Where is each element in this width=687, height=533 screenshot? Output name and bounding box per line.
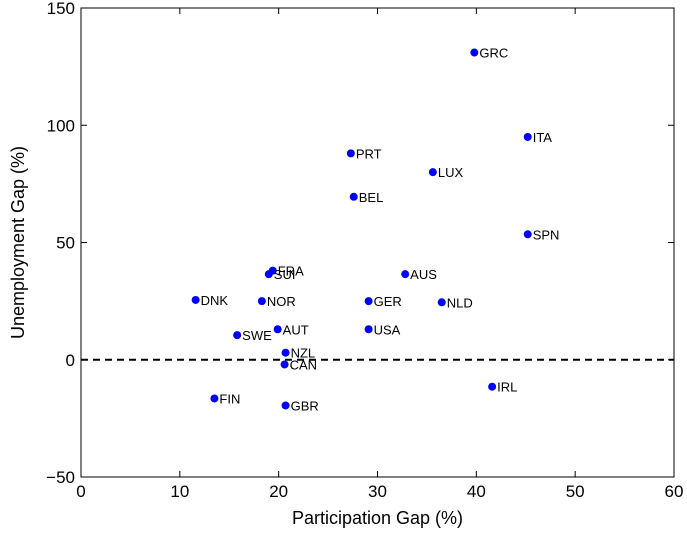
point-label-fin: FIN xyxy=(219,391,240,406)
point-bel xyxy=(349,192,358,201)
point-grc xyxy=(470,48,479,57)
y-tick-label: −50 xyxy=(46,468,75,487)
y-tick-label: 150 xyxy=(47,0,75,18)
point-prt xyxy=(346,149,355,158)
point-nzl xyxy=(281,348,290,357)
x-tick-label: 60 xyxy=(665,482,684,501)
point-label-gbr: GBR xyxy=(291,398,319,413)
point-fin xyxy=(210,394,219,403)
point-label-nor: NOR xyxy=(267,294,296,309)
point-label-nzl: NZL xyxy=(291,346,316,361)
point-nor xyxy=(257,297,266,306)
point-label-fra: FRA xyxy=(278,264,304,279)
point-label-lux: LUX xyxy=(438,165,464,180)
point-nld xyxy=(437,298,446,307)
point-swe xyxy=(233,331,242,340)
point-label-aut: AUT xyxy=(283,322,309,337)
point-dnk xyxy=(191,295,200,304)
point-ita xyxy=(523,132,532,141)
point-label-dnk: DNK xyxy=(201,293,229,308)
point-label-usa: USA xyxy=(374,322,401,337)
x-tick-label: 30 xyxy=(368,482,387,501)
x-tick-label: 50 xyxy=(566,482,585,501)
x-axis: 0 10 20 30 40 50 60 xyxy=(76,8,683,501)
point-label-prt: PRT xyxy=(356,146,382,161)
point-label-swe: SWE xyxy=(242,328,272,343)
point-label-sui: SUI xyxy=(274,267,296,282)
point-aus xyxy=(401,270,410,279)
point-label-can: CAN xyxy=(290,357,317,372)
y-axis-label: Unemployment Gap (%) xyxy=(8,146,28,339)
point-gbr xyxy=(281,401,290,410)
point-label-spn: SPN xyxy=(533,227,560,242)
point-lux xyxy=(428,168,437,177)
y-tick-label: 0 xyxy=(66,351,75,370)
point-label-grc: GRC xyxy=(479,46,508,61)
point-label-bel: BEL xyxy=(359,190,384,205)
point-label-ger: GER xyxy=(374,294,402,309)
y-tick-label: 50 xyxy=(56,234,75,253)
point-label-aus: AUS xyxy=(410,267,437,282)
y-axis: −50 0 50 100 150 xyxy=(46,0,674,487)
point-aut xyxy=(273,325,282,334)
point-usa xyxy=(364,325,373,334)
point-sui xyxy=(264,270,273,279)
point-ger xyxy=(364,297,373,306)
point-label-irl: IRL xyxy=(497,380,517,395)
x-axis-label: Participation Gap (%) xyxy=(292,508,463,528)
point-label-ita: ITA xyxy=(533,130,553,145)
point-spn xyxy=(523,230,532,239)
x-tick-label: 0 xyxy=(76,482,85,501)
point-can xyxy=(280,360,289,369)
point-irl xyxy=(488,382,497,391)
x-tick-label: 10 xyxy=(170,482,189,501)
plot-area xyxy=(80,7,675,478)
x-tick-label: 40 xyxy=(467,482,486,501)
y-tick-label: 100 xyxy=(47,116,75,135)
x-tick-label: 20 xyxy=(269,482,288,501)
point-label-nld: NLD xyxy=(447,295,473,310)
